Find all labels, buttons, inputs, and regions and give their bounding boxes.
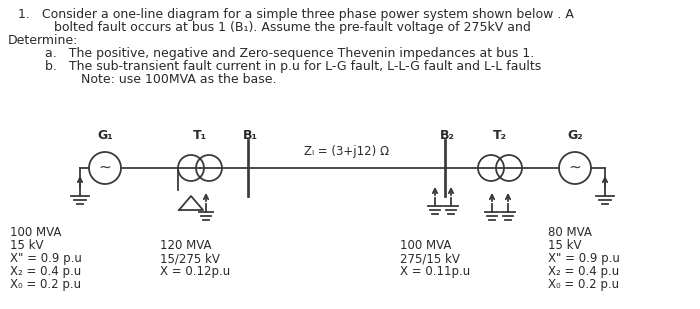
Text: G₁: G₁ <box>97 129 113 142</box>
Text: 100 MVA: 100 MVA <box>10 226 62 239</box>
Text: 15 kV: 15 kV <box>548 239 582 252</box>
Text: B₁: B₁ <box>242 129 258 142</box>
Text: X₂ = 0.4 p.u: X₂ = 0.4 p.u <box>10 265 81 278</box>
Text: Determine:: Determine: <box>8 34 78 47</box>
Text: 275/15 kV: 275/15 kV <box>400 252 460 265</box>
Text: b.   The sub-transient fault current in p.u for L-G fault, L-L-G fault and L-L f: b. The sub-transient fault current in p.… <box>45 60 541 73</box>
Text: 80 MVA: 80 MVA <box>548 226 592 239</box>
Text: bolted fault occurs at bus 1 (B₁). Assume the pre-fault voltage of 275kV and: bolted fault occurs at bus 1 (B₁). Assum… <box>18 21 531 34</box>
Text: X = 0.12p.u: X = 0.12p.u <box>160 265 230 278</box>
Text: G₂: G₂ <box>567 129 583 142</box>
Text: ~: ~ <box>99 159 111 175</box>
Text: ~: ~ <box>568 159 582 175</box>
Text: 100 MVA: 100 MVA <box>400 239 452 252</box>
Text: X₀ = 0.2 p.u: X₀ = 0.2 p.u <box>548 278 619 291</box>
Text: 15/275 kV: 15/275 kV <box>160 252 220 265</box>
Text: 1.   Consider a one-line diagram for a simple three phase power system shown bel: 1. Consider a one-line diagram for a sim… <box>18 8 574 21</box>
Text: T₂: T₂ <box>493 129 507 142</box>
Text: B₂: B₂ <box>440 129 454 142</box>
Text: a.   The positive, negative and Zero-sequence Thevenin impedances at bus 1.: a. The positive, negative and Zero-seque… <box>45 47 534 60</box>
Text: X = 0.11p.u: X = 0.11p.u <box>400 265 470 278</box>
Text: T₁: T₁ <box>193 129 207 142</box>
Text: X₀ = 0.2 p.u: X₀ = 0.2 p.u <box>10 278 81 291</box>
Text: X" = 0.9 p.u: X" = 0.9 p.u <box>548 252 620 265</box>
Text: 120 MVA: 120 MVA <box>160 239 211 252</box>
Text: X₂ = 0.4 p.u: X₂ = 0.4 p.u <box>548 265 620 278</box>
Text: Zₗ = (3+j12) Ω: Zₗ = (3+j12) Ω <box>304 145 389 158</box>
Text: X" = 0.9 p.u: X" = 0.9 p.u <box>10 252 82 265</box>
Text: 15 kV: 15 kV <box>10 239 43 252</box>
Text: Note: use 100MVA as the base.: Note: use 100MVA as the base. <box>45 73 276 86</box>
